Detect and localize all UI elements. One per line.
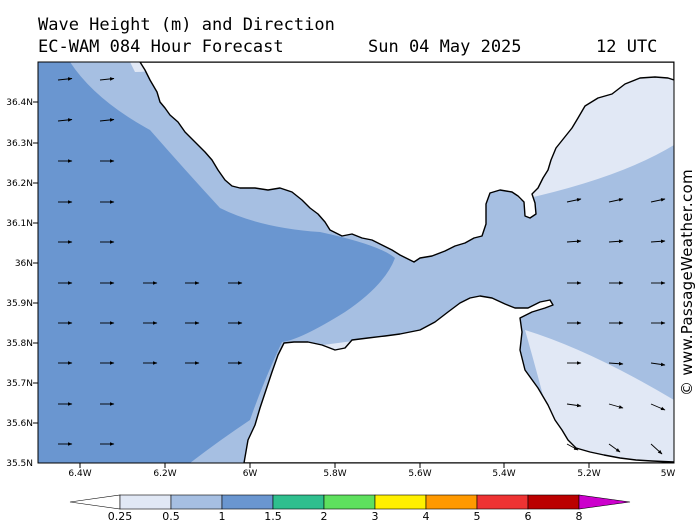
wave-band-dark [38,62,395,463]
colorbar-label: 0.5 [162,510,180,523]
colorbar-segment [323,494,376,510]
longitude-axis: 6.4W 6.2W 6W 5.8W 5.6W 5.4W 5.2W 5W [68,463,675,479]
wave-direction-arrow [99,118,115,122]
colorbar-label: 0.25 [108,510,133,523]
lat-tick-label: 36.4N [6,98,33,108]
colorbar-segment [476,494,529,510]
colorbar-label: 1 [219,510,226,523]
forecast-time: 12 UTC [596,37,658,57]
colorbar-label: 5 [474,510,481,523]
wave-direction-arrow [608,239,624,244]
chart-title: Wave Height (m) and Direction [38,15,335,35]
lat-tick-label: 35.6N [6,419,33,429]
lat-tick-label: 36N [15,259,33,269]
wave-direction-arrow [650,198,666,203]
lat-tick-label: 35.5N [6,459,33,469]
wave-direction-arrow [566,239,582,244]
wave-direction-arrows [57,77,666,455]
wave-direction-arrow [650,443,663,455]
lat-tick-label: 35.9N [6,299,33,309]
wave-direction-arrow [608,443,621,453]
colorbar-segment [170,494,223,510]
lat-tick-label: 36.3N [6,139,33,149]
lon-tick-label: 5.2W [577,469,600,479]
lat-tick-label: 35.8N [6,339,33,349]
colorbar: 0.25 0.5 1 1.5 2 3 4 5 6 8 [69,494,631,523]
forecast-date: Sun 04 May 2025 [368,37,522,57]
latitude-axis: 36.4N 36.3N 36.2N 36.1N 36N 35.9N 35.8N … [6,98,38,469]
wave-direction-arrow [608,198,624,203]
forecast-model: EC-WAM 084 Hour Forecast [38,37,284,57]
wave-direction-arrow [566,403,582,408]
map-area [38,62,674,463]
colorbar-label: 6 [525,510,532,523]
wave-direction-arrow [99,77,115,81]
colorbar-segment [119,494,172,510]
colorbar-label: 8 [576,510,583,523]
lon-tick-label: 6W [243,469,258,479]
wave-direction-arrow [57,118,73,122]
colorbar-max-arrow [578,494,631,510]
wave-direction-arrow [566,443,579,451]
land-spain [139,62,674,263]
colorbar-label: 4 [423,510,430,523]
lat-tick-label: 35.7N [6,379,33,389]
lon-tick-label: 5.6W [408,469,431,479]
wave-direction-arrow [608,361,624,366]
credit-watermark: © www.PassageWeather.com [678,169,696,396]
wave-direction-arrow [650,403,666,411]
colorbar-segment [527,494,580,510]
wave-direction-arrow [608,403,624,409]
wave-direction-arrow [57,77,73,81]
colorbar-segment [425,494,478,510]
lat-tick-label: 36.2N [6,179,33,189]
lon-tick-label: 5W [661,469,676,479]
colorbar-label: 3 [372,510,379,523]
wave-direction-arrow [566,198,582,203]
wave-band-light-ne [513,62,674,200]
lon-tick-label: 6.4W [68,469,91,479]
lon-tick-label: 5.4W [492,469,515,479]
lon-tick-label: 5.8W [323,469,346,479]
colorbar-label: 2 [321,510,328,523]
wave-direction-arrow [650,362,666,367]
colorbar-label: 1.5 [264,510,282,523]
colorbar-segment [221,494,274,510]
wave-direction-arrow [650,239,666,244]
colorbar-min-arrow [69,494,121,510]
colorbar-segment [374,494,427,510]
colorbar-segment [272,494,325,510]
lon-tick-label: 6.2W [153,469,176,479]
lat-tick-label: 36.1N [6,219,33,229]
